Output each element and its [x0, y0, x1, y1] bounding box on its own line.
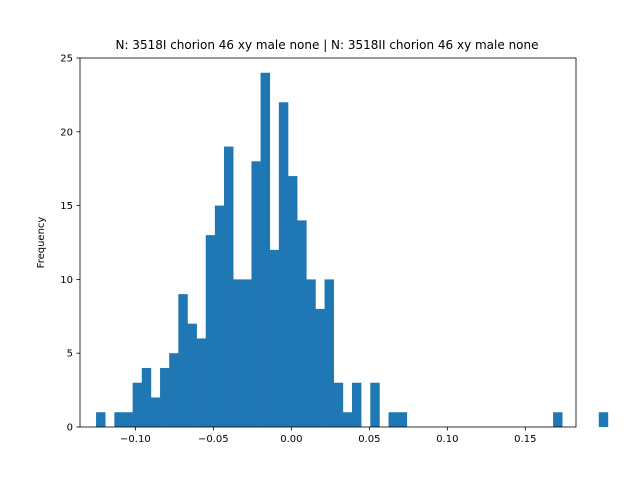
chart-title: N: 3518I chorion 46 xy male none | N: 35…: [115, 38, 538, 52]
x-tick-label: −0.10: [120, 434, 151, 445]
x-tick-label: 0.00: [280, 434, 302, 445]
histogram-bar: [288, 176, 298, 427]
y-tick-label: 5: [67, 349, 73, 360]
histogram-bar: [269, 249, 280, 427]
bars-group: [96, 72, 609, 427]
histogram-bar: [278, 102, 289, 427]
histogram-bar: [187, 323, 197, 427]
histogram-bar: [160, 367, 170, 427]
histogram-bar: [178, 294, 188, 427]
histogram-bar: [333, 382, 344, 427]
histogram-bar: [315, 308, 325, 427]
plot-frame: [79, 57, 577, 428]
histogram-bar: [351, 382, 362, 427]
histogram-bar: [251, 161, 261, 427]
histogram-bar: [598, 412, 609, 427]
histogram-bar: [553, 412, 563, 427]
histogram-bar: [150, 397, 161, 427]
histogram-bar: [205, 235, 216, 427]
histogram-bar: [233, 279, 243, 427]
histogram-bar: [224, 146, 234, 427]
y-axis-label: Frequency: [36, 217, 47, 269]
y-tick-label: 20: [60, 127, 73, 138]
y-tick-label: 25: [60, 54, 73, 65]
histogram-bar: [370, 382, 380, 427]
y-tick-label: 15: [60, 201, 73, 212]
y-tick-label: 0: [67, 423, 73, 434]
x-axis-ticks: −0.10 −0.05 0.00 0.05 0.10 0.15: [120, 427, 536, 445]
histogram-bar: [96, 412, 106, 427]
histogram-bar: [342, 412, 353, 427]
y-tick-label: 10: [60, 275, 73, 286]
histogram-bar: [388, 412, 398, 427]
histogram-bar: [169, 353, 179, 427]
x-tick-label: 0.10: [436, 434, 458, 445]
x-tick-label: 0.05: [358, 434, 380, 445]
histogram-bar: [196, 338, 207, 427]
y-axis-ticks: 0 5 10 15 20 25: [60, 54, 80, 434]
histogram-bar: [397, 412, 408, 427]
x-tick-label: −0.05: [198, 434, 229, 445]
histogram-bar: [132, 382, 143, 427]
histogram-bar: [297, 220, 307, 427]
histogram-bar: [306, 279, 316, 427]
histogram-bar: [214, 205, 225, 427]
histogram-bar: [242, 279, 252, 427]
histogram-bar: [324, 279, 335, 427]
histogram-bar: [114, 412, 124, 427]
histogram-bar: [141, 367, 152, 427]
x-tick-label: 0.15: [514, 434, 536, 445]
histogram-bar: [260, 72, 271, 427]
histogram-bar: [123, 412, 133, 427]
